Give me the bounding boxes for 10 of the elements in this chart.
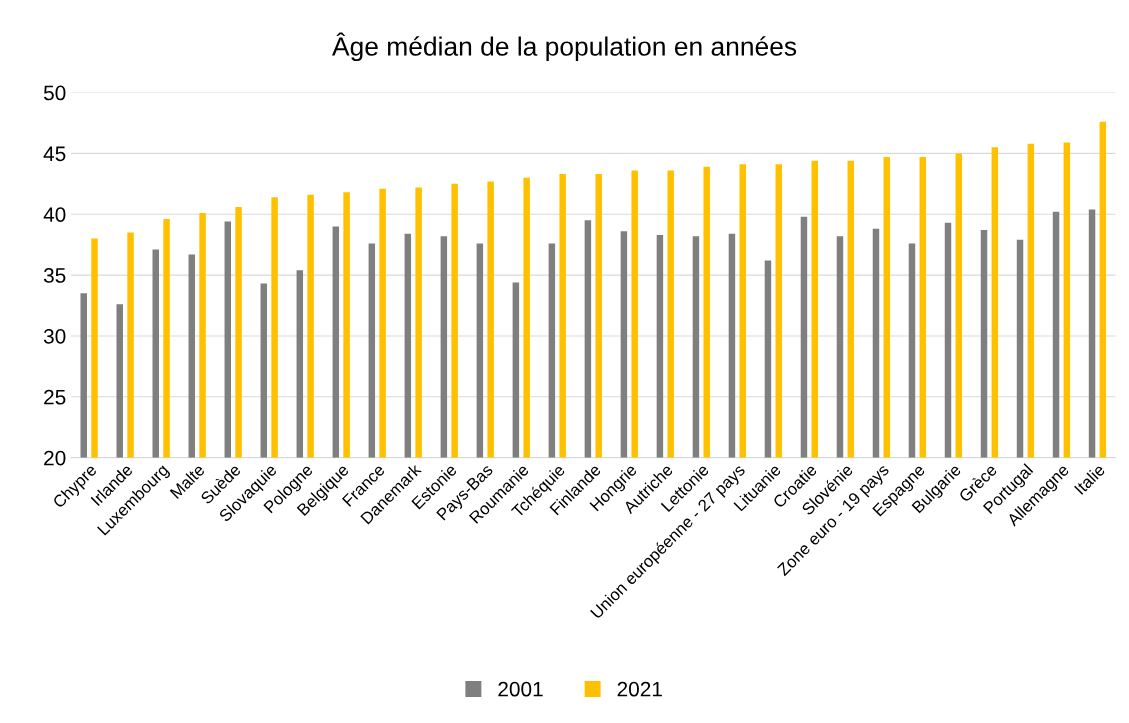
y-tick-label: 45 [43, 146, 66, 162]
y-tick-label: 30 [43, 328, 66, 344]
y-tick-label: 20 [44, 450, 66, 466]
legend-label: 2001 [498, 681, 543, 697]
y-tick-label: 25 [44, 389, 66, 405]
y-tick-label: 40 [43, 207, 66, 222]
chart-title: Âge médian de la population en années [332, 32, 797, 62]
legend-label: 2021 [617, 681, 662, 697]
y-tick-label: 50 [43, 85, 66, 101]
y-tick-label: 35 [43, 268, 66, 283]
